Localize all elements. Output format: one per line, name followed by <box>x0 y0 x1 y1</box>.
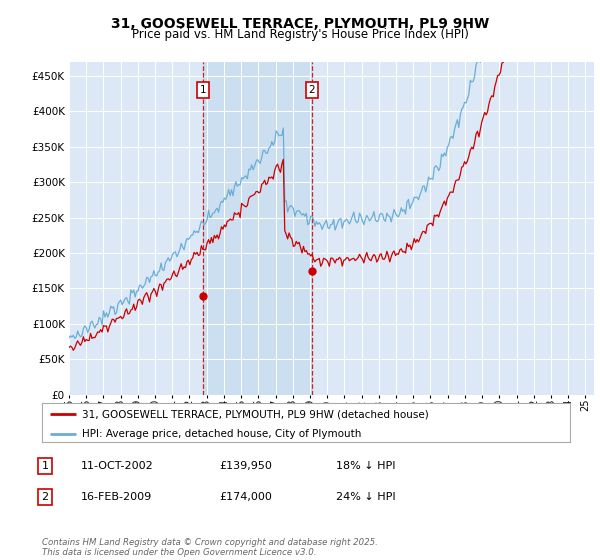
Text: 31, GOOSEWELL TERRACE, PLYMOUTH, PL9 9HW (detached house): 31, GOOSEWELL TERRACE, PLYMOUTH, PL9 9HW… <box>82 409 428 419</box>
Text: 2: 2 <box>41 492 49 502</box>
Text: Price paid vs. HM Land Registry's House Price Index (HPI): Price paid vs. HM Land Registry's House … <box>131 28 469 41</box>
Text: 24% ↓ HPI: 24% ↓ HPI <box>336 492 395 502</box>
Text: HPI: Average price, detached house, City of Plymouth: HPI: Average price, detached house, City… <box>82 429 361 439</box>
Text: 11-OCT-2002: 11-OCT-2002 <box>81 461 154 471</box>
Text: 16-FEB-2009: 16-FEB-2009 <box>81 492 152 502</box>
Text: 1: 1 <box>41 461 49 471</box>
Bar <box>203 62 312 395</box>
Text: 18% ↓ HPI: 18% ↓ HPI <box>336 461 395 471</box>
Text: 1: 1 <box>200 85 206 95</box>
Text: 2: 2 <box>309 85 316 95</box>
Text: Contains HM Land Registry data © Crown copyright and database right 2025.
This d: Contains HM Land Registry data © Crown c… <box>42 538 378 557</box>
Text: 31, GOOSEWELL TERRACE, PLYMOUTH, PL9 9HW: 31, GOOSEWELL TERRACE, PLYMOUTH, PL9 9HW <box>111 17 489 31</box>
Text: £174,000: £174,000 <box>219 492 272 502</box>
Text: £139,950: £139,950 <box>219 461 272 471</box>
